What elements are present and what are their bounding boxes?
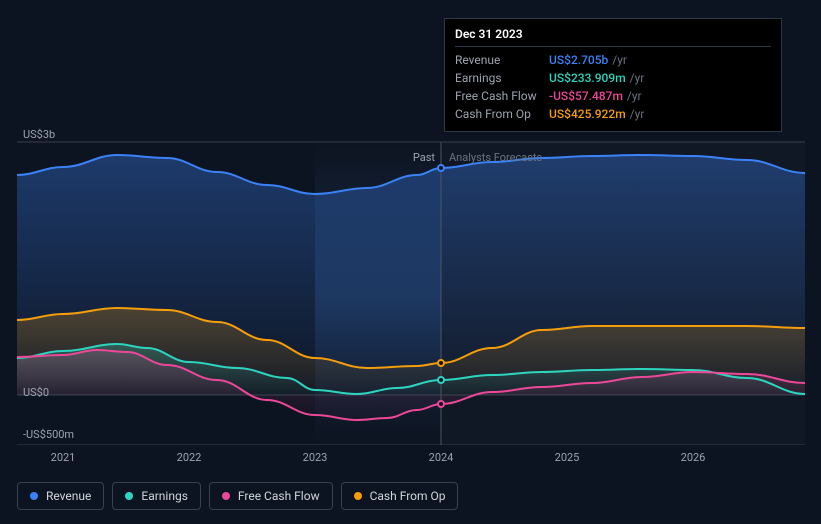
chart-marker — [437, 164, 445, 172]
x-axis-label: 2026 — [681, 451, 706, 464]
tooltip-title: Dec 31 2023 — [455, 27, 771, 47]
legend-dot-icon — [30, 492, 38, 500]
chart-tooltip: Dec 31 2023 RevenueUS$2.705b/yrEarningsU… — [444, 18, 782, 132]
tooltip-row: EarningsUS$233.909m/yr — [455, 69, 771, 87]
tooltip-row: Free Cash Flow-US$57.487m/yr — [455, 87, 771, 105]
tooltip-row-unit: /yr — [630, 71, 645, 85]
tooltip-row-label: Revenue — [455, 53, 549, 67]
chart-legend: Revenue Earnings Free Cash Flow Cash From O… — [17, 482, 458, 510]
tooltip-row-label: Earnings — [455, 71, 549, 85]
tooltip-row-value: US$233.909m — [549, 71, 626, 85]
x-axis-label: 2025 — [555, 451, 580, 464]
tooltip-row-value: US$425.922m — [549, 107, 626, 121]
tooltip-row-unit: /yr — [627, 89, 642, 103]
past-label: Past — [413, 151, 435, 164]
chart-marker — [437, 400, 445, 408]
y-axis-label: US$3b — [23, 128, 55, 141]
x-axis-label: 2022 — [177, 451, 202, 464]
legend-item[interactable]: Earnings — [112, 482, 201, 510]
chart-marker — [437, 376, 445, 384]
y-axis-label: -US$500m — [23, 428, 74, 441]
x-axis-label: 2024 — [429, 451, 454, 464]
x-axis-label: 2023 — [303, 451, 328, 464]
tooltip-row-label: Free Cash Flow — [455, 89, 549, 103]
tooltip-row: Cash From OpUS$425.922m/yr — [455, 105, 771, 123]
legend-item[interactable]: Revenue — [17, 482, 104, 510]
legend-label: Revenue — [46, 489, 91, 503]
tooltip-row-unit: /yr — [612, 53, 627, 67]
legend-label: Cash From Op — [370, 489, 446, 503]
legend-dot-icon — [125, 492, 133, 500]
chart-marker — [437, 359, 445, 367]
legend-item[interactable]: Free Cash Flow — [209, 482, 333, 510]
legend-item[interactable]: Cash From Op — [341, 482, 459, 510]
tooltip-row-label: Cash From Op — [455, 107, 549, 121]
tooltip-row-value: -US$57.487m — [549, 89, 623, 103]
tooltip-row-value: US$2.705b — [549, 53, 608, 67]
legend-label: Free Cash Flow — [238, 489, 320, 503]
forecast-label: Analysts Forecasts — [449, 151, 542, 164]
tooltip-row-unit: /yr — [630, 107, 645, 121]
tooltip-row: RevenueUS$2.705b/yr — [455, 51, 771, 69]
financial-chart: US$3b US$0 -US$500m 2021 2022 2023 2024 2025 20… — [17, 0, 805, 480]
y-axis-label: US$0 — [23, 386, 49, 399]
legend-dot-icon — [222, 492, 230, 500]
x-axis-label: 2021 — [51, 451, 76, 464]
legend-dot-icon — [354, 492, 362, 500]
legend-label: Earnings — [141, 489, 188, 503]
